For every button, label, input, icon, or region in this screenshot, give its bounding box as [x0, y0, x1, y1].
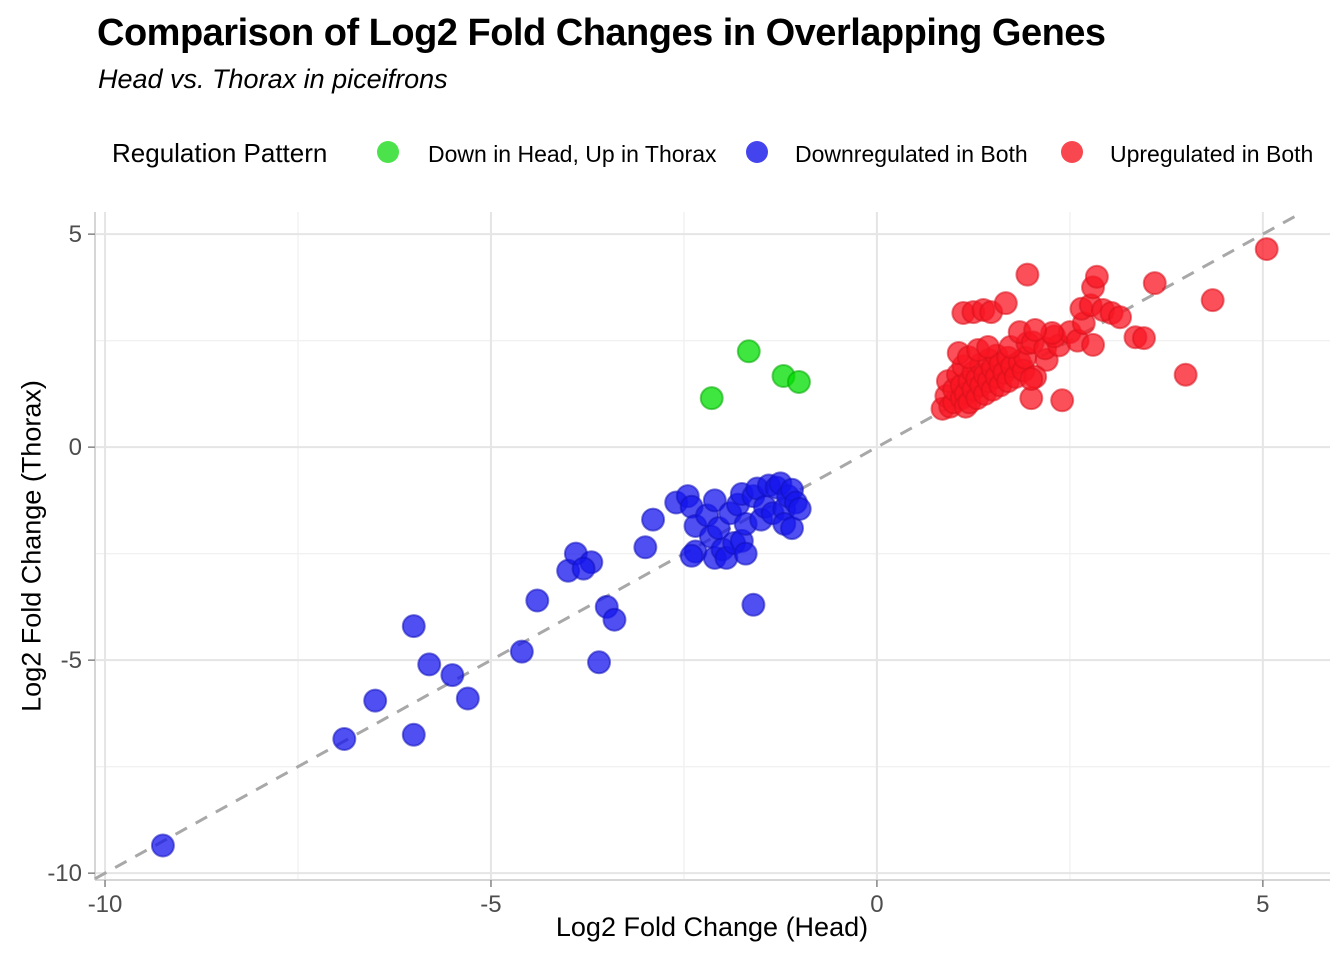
data-point: [150, 833, 175, 858]
y-tick-label: 5: [69, 221, 82, 248]
legend-dot-blue: [746, 141, 768, 163]
y-tick-label: -5: [61, 647, 82, 674]
x-axis-title: Log2 Fold Change (Head): [555, 912, 869, 942]
x-tick-label: 5: [1256, 891, 1269, 918]
legend-label-down-head-up-thorax: Down in Head, Up in Thorax: [428, 141, 717, 167]
y-tick-label: -10: [47, 860, 82, 887]
data-point: [1142, 271, 1167, 296]
data-point: [1108, 305, 1133, 330]
data-point: [455, 686, 480, 711]
x-tick-label: -5: [480, 891, 501, 918]
x-tick-label: -10: [88, 891, 123, 918]
legend-label-upregulated-both: Upregulated in Both: [1110, 141, 1314, 167]
legend-dot-red: [1061, 141, 1083, 163]
data-point: [1173, 362, 1198, 387]
data-point: [571, 556, 596, 581]
chart-title: Comparison of Log2 Fold Changes in Overl…: [97, 12, 1106, 54]
legend-label-downregulated-both: Downregulated in Both: [795, 141, 1028, 167]
data-point: [363, 688, 388, 713]
data-point: [332, 726, 357, 751]
data-point: [587, 650, 612, 675]
data-point: [602, 607, 627, 632]
data-point: [1200, 288, 1225, 313]
data-point: [786, 369, 811, 394]
data-point: [1084, 264, 1109, 289]
data-point: [401, 722, 426, 747]
data-point: [1015, 262, 1040, 287]
data-point: [417, 652, 442, 677]
data-point: [509, 639, 534, 664]
x-tick-label: 0: [870, 891, 883, 918]
data-point: [787, 496, 812, 521]
data-point: [733, 541, 758, 566]
data-point: [702, 488, 727, 513]
chart-subtitle: Head vs. Thorax in piceifrons: [98, 64, 448, 94]
data-point: [1019, 367, 1044, 391]
data-point: [993, 291, 1018, 316]
y-tick-label: 0: [69, 434, 82, 461]
data-point: [1050, 388, 1075, 413]
data-point: [1254, 237, 1279, 262]
legend-title: Regulation Pattern: [112, 138, 328, 168]
data-point: [679, 543, 704, 568]
data-point: [1081, 332, 1106, 357]
data-point: [440, 663, 465, 688]
data-point: [633, 535, 658, 560]
y-axis-title: Log2 Fold Change (Thorax): [16, 380, 47, 712]
data-point: [1023, 318, 1048, 343]
data-point: [525, 588, 550, 613]
data-point: [699, 386, 724, 411]
legend-dot-green: [377, 141, 399, 163]
data-point: [976, 335, 1001, 360]
data-point: [401, 614, 426, 639]
data-point: [1131, 326, 1156, 351]
data-point: [736, 339, 761, 364]
data-point: [741, 592, 766, 617]
data-point: [641, 507, 666, 532]
